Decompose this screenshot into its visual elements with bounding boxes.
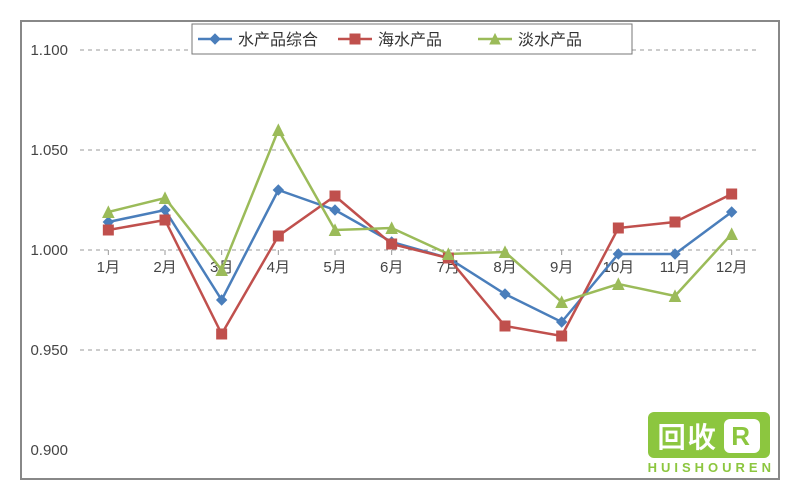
chart-container: 0.9000.9501.0001.0501.1001月2月3月4月5月6月7月8…: [0, 0, 800, 500]
chart-border: [20, 20, 780, 480]
